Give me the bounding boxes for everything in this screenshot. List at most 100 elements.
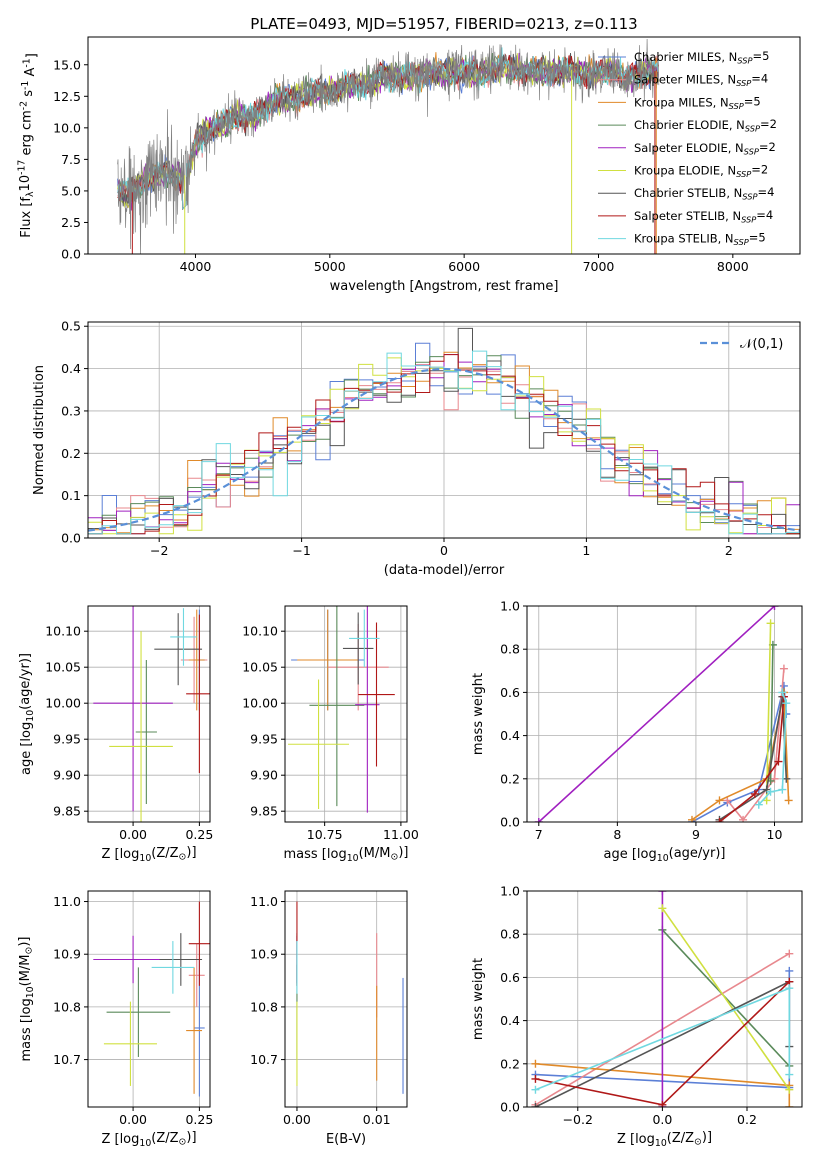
weight-marker [770, 606, 779, 610]
age_mass-frame [284, 605, 408, 823]
y-axis-label: mass weight [471, 958, 486, 1040]
weight-line-salpeter-elodie [538, 606, 776, 822]
text-run: Salpeter ELODIE, N [634, 141, 744, 155]
y-tick-label: 0.8 [500, 927, 520, 942]
legend-label: Chabrier MILES, NSSP​=5 [634, 49, 769, 65]
mass_ebv-axes: 0.00 0.01 10.7 10.8 10.9 11.0 E(B-V) [250, 890, 408, 1147]
mass_Z-frame [87, 890, 211, 1108]
text-run: 10 [139, 1138, 151, 1149]
x-tick-label: 7000 [583, 259, 615, 274]
age_Z-axes: 0.00 0.25 9.85 9.90 9.95 10.00 10.05 10.10 Z [lo… [18, 605, 213, 864]
y-tick-label: 9.95 [53, 732, 81, 747]
weight-marker [782, 699, 791, 708]
text-run: A [23, 68, 38, 81]
mass_Z-plot [93, 901, 210, 1097]
y-tick-label: 1.0 [500, 884, 520, 899]
y-tick-label: 1.0 [500, 599, 520, 614]
y-axis-label: Normed distribution [32, 365, 47, 495]
y-axis-label: mass weight [471, 673, 486, 755]
y-tick-label: 9.90 [250, 768, 278, 783]
text-run: )] [398, 845, 408, 860]
text-run: Flux [f [19, 197, 34, 238]
y-tick-label: 5.0 [61, 183, 81, 198]
weight-marker [785, 966, 794, 975]
errorbar-kroupa-stelib [349, 609, 380, 668]
histogram-salpeter-stelib [88, 354, 800, 535]
weight-line-salpeter-stelib [719, 696, 785, 822]
y-tick-label: 10.0 [53, 120, 81, 135]
age_mass-axes: 10.75 11.00 9.85 9.90 9.95 10.00 10.05 10.10 mas… [242, 605, 419, 864]
text-run: (M/M [359, 846, 391, 861]
text-run: =5 [752, 49, 769, 63]
y-tick-label: 10.7 [53, 1052, 81, 1067]
x-tick-label: 8 [613, 827, 621, 842]
errorbar-chabrier-elodie [106, 967, 171, 1057]
y-tick-label: 0.4 [500, 1013, 520, 1028]
x-tick-label: 9 [692, 827, 700, 842]
text-run: age [log [19, 722, 34, 775]
text-run: =4 [757, 185, 774, 199]
text-run: 10 [18, 175, 33, 192]
x-axis-label: Z [log10​(Z/Z⊙​)] [617, 1130, 712, 1149]
mass_ebv-frame [284, 890, 408, 1108]
spectrum-legend: Chabrier MILES, NSSP​=5 Salpeter MILES, N… [598, 49, 777, 247]
y-axis-label: mass [log10​(M/M⊙​)] [17, 937, 36, 1062]
text-run: SSP [736, 78, 751, 88]
y-tick-label: 0.2 [61, 446, 81, 461]
weight-marker [715, 796, 724, 805]
y-tick-label: 0.3 [61, 403, 81, 418]
weight-marker [534, 818, 543, 822]
weight-marker [754, 800, 763, 809]
weight-marker [658, 891, 667, 895]
text-run: 10 [25, 986, 36, 998]
x-tick-label: −2 [150, 543, 168, 558]
errorbar-chabrier-stelib [159, 933, 203, 986]
weight-marker [762, 796, 771, 805]
legend-label: Kroupa MILES, NSSP​=5 [634, 94, 761, 110]
y-tick-label: 0.0 [500, 815, 520, 830]
x-tick-label: 10 [767, 827, 783, 842]
errorbar-salpeter-stelib [186, 614, 210, 774]
weight-marker [723, 796, 732, 805]
y-tick-label: 0.6 [500, 685, 520, 700]
text-run: λ [25, 191, 36, 197]
weight-marker [785, 1070, 794, 1079]
text-run: erg cm [20, 110, 35, 159]
weight-line-kroupa-elodie [765, 623, 772, 801]
y-tick-label: 0.2 [500, 771, 520, 786]
x-axis-label: Z [log10​(Z/Z⊙​)] [101, 845, 196, 864]
text-run: )] [186, 845, 196, 860]
x-tick-label: 0.00 [119, 1112, 147, 1127]
legend-label: Chabrier STELIB, NSSP​=4 [634, 185, 774, 201]
age_mass-plot [288, 606, 395, 813]
text-run: Kroupa ELODIE, N [634, 164, 736, 178]
y-tick-label: 0.0 [500, 1100, 520, 1115]
spectrum-plot [117, 38, 660, 254]
age_Z-frame [87, 605, 211, 823]
y-tick-label: 7.5 [61, 152, 81, 167]
y-tick-label: 10.8 [53, 999, 81, 1014]
errorbar-chabrier-elodie [309, 606, 365, 807]
text-run: 10 [139, 853, 151, 864]
weight_Z-frame [526, 890, 803, 1108]
x-tick-label: 0.2 [737, 1112, 757, 1127]
y-axis-label: age [log10​(age/yr)] [18, 653, 36, 775]
text-run: ] [24, 53, 39, 58]
x-tick-label: 0.25 [185, 827, 213, 842]
errorbar-kroupa-stelib [170, 608, 197, 666]
weight-marker [778, 688, 787, 697]
text-run: SSP [734, 237, 749, 247]
text-run: )] [17, 937, 32, 947]
y-tick-label: 0.1 [61, 488, 81, 503]
weight-marker [766, 619, 775, 628]
x-tick-label: 1 [582, 543, 590, 558]
legend-label: Kroupa STELIB, NSSP​=5 [634, 231, 766, 247]
x-tick-label: 0.00 [119, 827, 147, 842]
y-tick-label: 11.0 [250, 894, 278, 909]
text-run: 10 [25, 710, 36, 722]
text-run: 10 [655, 1138, 667, 1149]
y-tick-label: 2.5 [61, 215, 81, 230]
legend-label: Salpeter STELIB, NSSP​=4 [634, 208, 773, 224]
text-run: -17 [17, 160, 28, 175]
